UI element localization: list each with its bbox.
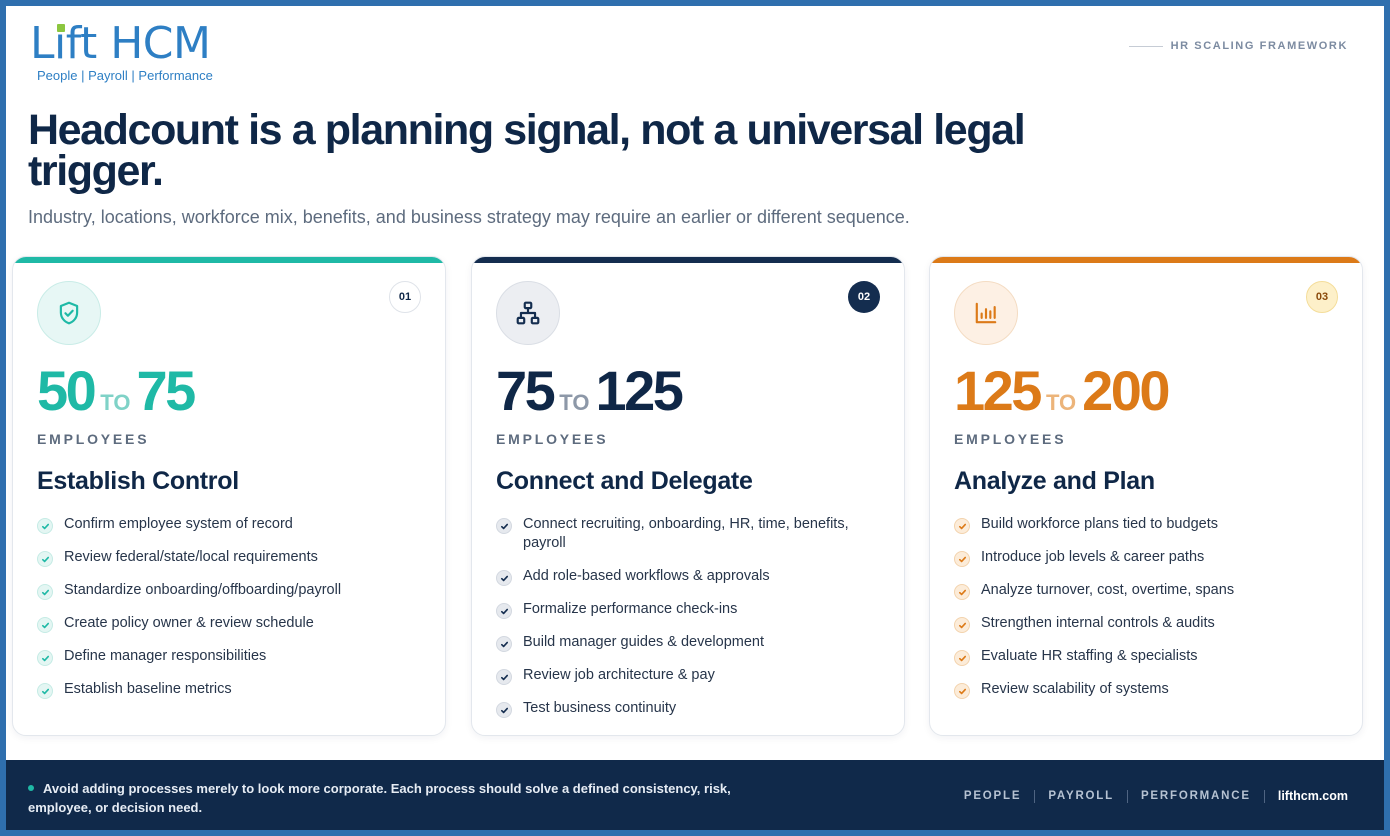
logo-tagline: People | Payroll | Performance	[37, 68, 213, 83]
framework-label-text: HR SCALING FRAMEWORK	[1170, 40, 1348, 52]
card-accent-bar	[13, 257, 445, 263]
check-icon	[37, 551, 53, 567]
footer-link-people: PEOPLE	[963, 790, 1022, 802]
framework-label: HR SCALING FRAMEWORK	[1128, 40, 1348, 52]
checklist: Build workforce plans tied to budgets In…	[954, 515, 1344, 713]
footer-note-text: Avoid adding processes merely to look mo…	[28, 781, 731, 815]
check-icon	[496, 518, 512, 534]
footer-site-link[interactable]: lifthcm.com	[1277, 789, 1348, 803]
checklist-item: Formalize performance check-ins	[496, 600, 886, 619]
checklist-item: Review scalability of systems	[954, 680, 1344, 699]
headcount-range: 125 TO 200	[954, 359, 1171, 423]
range-from: 50	[37, 359, 97, 422]
check-icon	[496, 636, 512, 652]
check-icon	[37, 617, 53, 633]
card-title: Connect and Delegate	[496, 467, 753, 495]
check-icon	[37, 584, 53, 600]
headcount-range: 50 TO 75	[37, 359, 196, 423]
check-icon	[496, 603, 512, 619]
checklist-item: Confirm employee system of record	[37, 515, 427, 534]
range-unit: EMPLOYEES	[496, 431, 609, 447]
footer-link-payroll: PAYROLL	[1048, 790, 1114, 802]
headcount-range: 75 TO 125	[496, 359, 684, 423]
card-accent-bar	[930, 257, 1362, 263]
check-icon	[496, 570, 512, 586]
checklist-item: Review federal/state/local requirements	[37, 548, 427, 567]
org-chart-icon	[496, 281, 560, 345]
stage-number-badge: 02	[848, 281, 880, 313]
range-to: 75	[136, 359, 196, 422]
checklist-item: Define manager responsibilities	[37, 647, 427, 666]
shield-check-icon	[37, 281, 101, 345]
check-icon	[496, 669, 512, 685]
checklist-item: Build manager guides & development	[496, 633, 886, 652]
footer-bar: Avoid adding processes merely to look mo…	[6, 760, 1384, 830]
check-icon	[954, 683, 970, 699]
checklist-item: Standardize onboarding/offboarding/payro…	[37, 581, 427, 600]
check-icon	[954, 617, 970, 633]
page-subtitle: Industry, locations, workforce mix, bene…	[28, 207, 910, 227]
bar-chart-icon	[954, 281, 1018, 345]
check-icon	[954, 650, 970, 666]
page-title: Headcount is a planning signal, not a un…	[28, 106, 1026, 195]
footer-divider	[1126, 789, 1128, 803]
bullet-dot-icon	[28, 785, 34, 791]
stage-card-2: 02 75 TO 125 EMPLOYEES Connect and Delegat…	[471, 256, 905, 736]
checklist: Confirm employee system of record Review…	[37, 515, 427, 713]
checklist-item: Establish baseline metrics	[37, 680, 427, 699]
range-to-word: TO	[100, 390, 131, 415]
check-icon	[954, 584, 970, 600]
checklist-item: Connect recruiting, onboarding, HR, time…	[496, 515, 886, 553]
card-accent-bar	[472, 257, 904, 263]
checklist-item: Analyze turnover, cost, overtime, spans	[954, 581, 1344, 600]
range-unit: EMPLOYEES	[954, 431, 1067, 447]
checklist-item: Review job architecture & pay	[496, 666, 886, 685]
logo-dot-icon	[56, 24, 65, 32]
checklist-item: Test business continuity	[496, 699, 886, 718]
range-to-word: TO	[559, 390, 590, 415]
card-title: Establish Control	[37, 467, 239, 495]
stage-card-3: 03 125 TO 200 EMPLOYEES Analyze and Plan B…	[929, 256, 1363, 736]
footer-link-performance: PERFORMANCE	[1140, 790, 1251, 802]
framework-rule	[1128, 45, 1163, 47]
footer-divider	[1263, 789, 1265, 803]
checklist-item: Create policy owner & review schedule	[37, 614, 427, 633]
range-to: 125	[595, 359, 683, 422]
check-icon	[496, 702, 512, 718]
checklist: Connect recruiting, onboarding, HR, time…	[496, 515, 886, 732]
checklist-item: Add role-based workflows & approvals	[496, 567, 886, 586]
checklist-item: Build workforce plans tied to budgets	[954, 515, 1344, 534]
range-from: 75	[496, 359, 556, 422]
stage-number-badge: 01	[389, 281, 421, 313]
checklist-item: Strengthen internal controls & audits	[954, 614, 1344, 633]
check-icon	[954, 551, 970, 567]
stage-card-1: 01 50 TO 75 EMPLOYEES Establish Control Co…	[12, 256, 446, 736]
checklist-item: Evaluate HR staffing & specialists	[954, 647, 1344, 666]
check-icon	[954, 518, 970, 534]
check-icon	[37, 518, 53, 534]
check-icon	[37, 650, 53, 666]
stage-number-badge: 03	[1306, 281, 1338, 313]
checklist-item: Introduce job levels & career paths	[954, 548, 1344, 567]
range-to: 200	[1082, 359, 1170, 422]
range-unit: EMPLOYEES	[37, 431, 150, 447]
footer-note: Avoid adding processes merely to look mo…	[28, 779, 748, 817]
range-to-word: TO	[1045, 390, 1077, 415]
check-icon	[37, 683, 53, 699]
footer-divider	[1034, 789, 1036, 803]
range-from: 125	[954, 359, 1042, 422]
footer-links: PEOPLE PAYROLL PERFORMANCE lifthcm.com	[964, 789, 1348, 803]
card-title: Analyze and Plan	[954, 467, 1155, 495]
